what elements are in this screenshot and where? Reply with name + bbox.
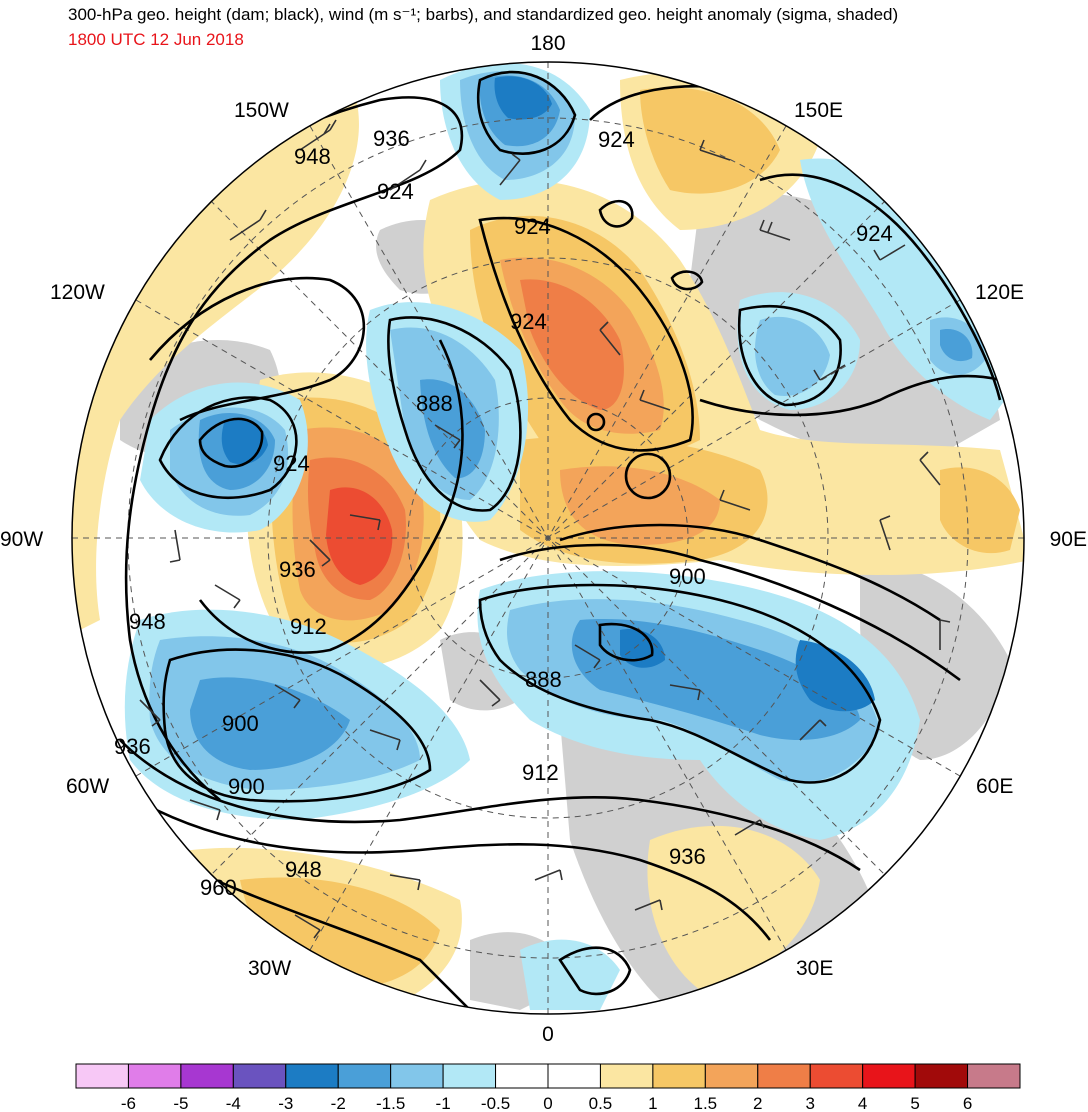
contour-label: 936 (373, 126, 410, 151)
colorbar-swatch (127, 1063, 182, 1089)
contour-label: 936 (114, 734, 151, 759)
lon-label-150e: 150E (794, 99, 843, 122)
graticule (72, 62, 1024, 1014)
contour-label: 900 (669, 564, 706, 589)
colorbar-label: 3 (805, 1094, 814, 1112)
contour-labels: 936 948 924 924 924 924 924 888 924 936 … (114, 126, 893, 900)
colorbar-label: -5 (173, 1094, 188, 1112)
contour-label: 948 (294, 144, 331, 169)
contour-label: 900 (228, 774, 265, 799)
colorbar-swatch (180, 1063, 234, 1089)
lon-label-0: 0 (542, 1023, 554, 1046)
colorbar-swatch (967, 1063, 1021, 1089)
contour-label: 936 (669, 844, 706, 869)
colorbar-swatch (652, 1063, 706, 1089)
map-title: 300-hPa geo. height (dam; black), wind (… (68, 5, 899, 24)
contour-label: 924 (377, 179, 414, 204)
colorbar-label: -6 (121, 1094, 136, 1112)
contour-label: 948 (285, 857, 322, 882)
height-contours (98, 70, 1002, 1011)
colorbar-swatch (495, 1063, 549, 1089)
contour-label: 924 (598, 127, 635, 152)
colorbar-label: 6 (963, 1094, 972, 1112)
contour-label: 960 (200, 875, 237, 900)
contour-label: 900 (222, 711, 259, 736)
contour-label: 924 (510, 309, 547, 334)
map-border (71, 61, 1025, 1015)
colorbar-swatch (704, 1063, 759, 1089)
contour-label: 924 (273, 451, 310, 476)
colorbar-label: -1.5 (376, 1094, 405, 1112)
colorbar-label: -4 (226, 1094, 241, 1112)
lon-label-30w: 30W (248, 957, 291, 980)
colorbar-swatch (442, 1063, 497, 1089)
colorbar-swatch (914, 1063, 969, 1089)
lon-label-150w: 150W (234, 99, 289, 122)
colorbar-label: 0.5 (589, 1094, 613, 1112)
contour-label: 924 (514, 214, 551, 239)
contour-label: 948 (129, 609, 166, 634)
colorbar-swatch (285, 1063, 339, 1089)
lon-label-60w: 60W (66, 775, 109, 798)
colorbar-label: 2 (753, 1094, 762, 1112)
colorbar-label: 1.5 (694, 1094, 718, 1112)
contour-label: 912 (522, 760, 559, 785)
colorbar-label: 5 (910, 1094, 919, 1112)
colorbar-label: 4 (858, 1094, 867, 1112)
colorbar-label: -1 (436, 1094, 451, 1112)
contour-label: 912 (290, 614, 327, 639)
longitude-labels: 180 0 90W 90E 150W 120W 150E 120E 60W 30… (0, 32, 1087, 1046)
lon-label-120w: 120W (50, 281, 105, 304)
contour-label: 888 (416, 391, 453, 416)
contour-label: 936 (279, 557, 316, 582)
colorbar-label: -0.5 (481, 1094, 510, 1112)
colorbar-swatch (757, 1063, 811, 1089)
colorbar-swatch (337, 1063, 392, 1089)
lon-label-120e: 120E (975, 281, 1024, 304)
colorbar-swatch (862, 1063, 916, 1089)
colorbar-swatch (547, 1063, 601, 1089)
colorbar-swatch (75, 1063, 129, 1089)
colorbar-label: 0 (543, 1094, 552, 1112)
lon-label-30e: 30E (796, 957, 833, 980)
colorbar-label: 1 (648, 1094, 657, 1112)
map-datetime: 1800 UTC 12 Jun 2018 (68, 30, 244, 49)
colorbar-label: -2 (331, 1094, 346, 1112)
lon-label-90e: 90E (1050, 528, 1087, 551)
colorbar-swatch (599, 1063, 654, 1089)
lon-label-60e: 60E (976, 775, 1013, 798)
lon-label-180: 180 (530, 32, 565, 55)
contour-label: 888 (525, 667, 562, 692)
colorbar: -6 -5 -4 -3 -2 -1.5 -1 -0.5 0 0.5 1 1.5 2 3 4 5 6 (75, 1063, 1021, 1112)
colorbar-swatch (809, 1063, 864, 1089)
contour-label: 924 (856, 221, 893, 246)
colorbar-swatch (390, 1063, 444, 1089)
colorbar-label: -3 (278, 1094, 293, 1112)
lon-label-90w: 90W (0, 528, 43, 551)
colorbar-swatch (232, 1063, 287, 1089)
